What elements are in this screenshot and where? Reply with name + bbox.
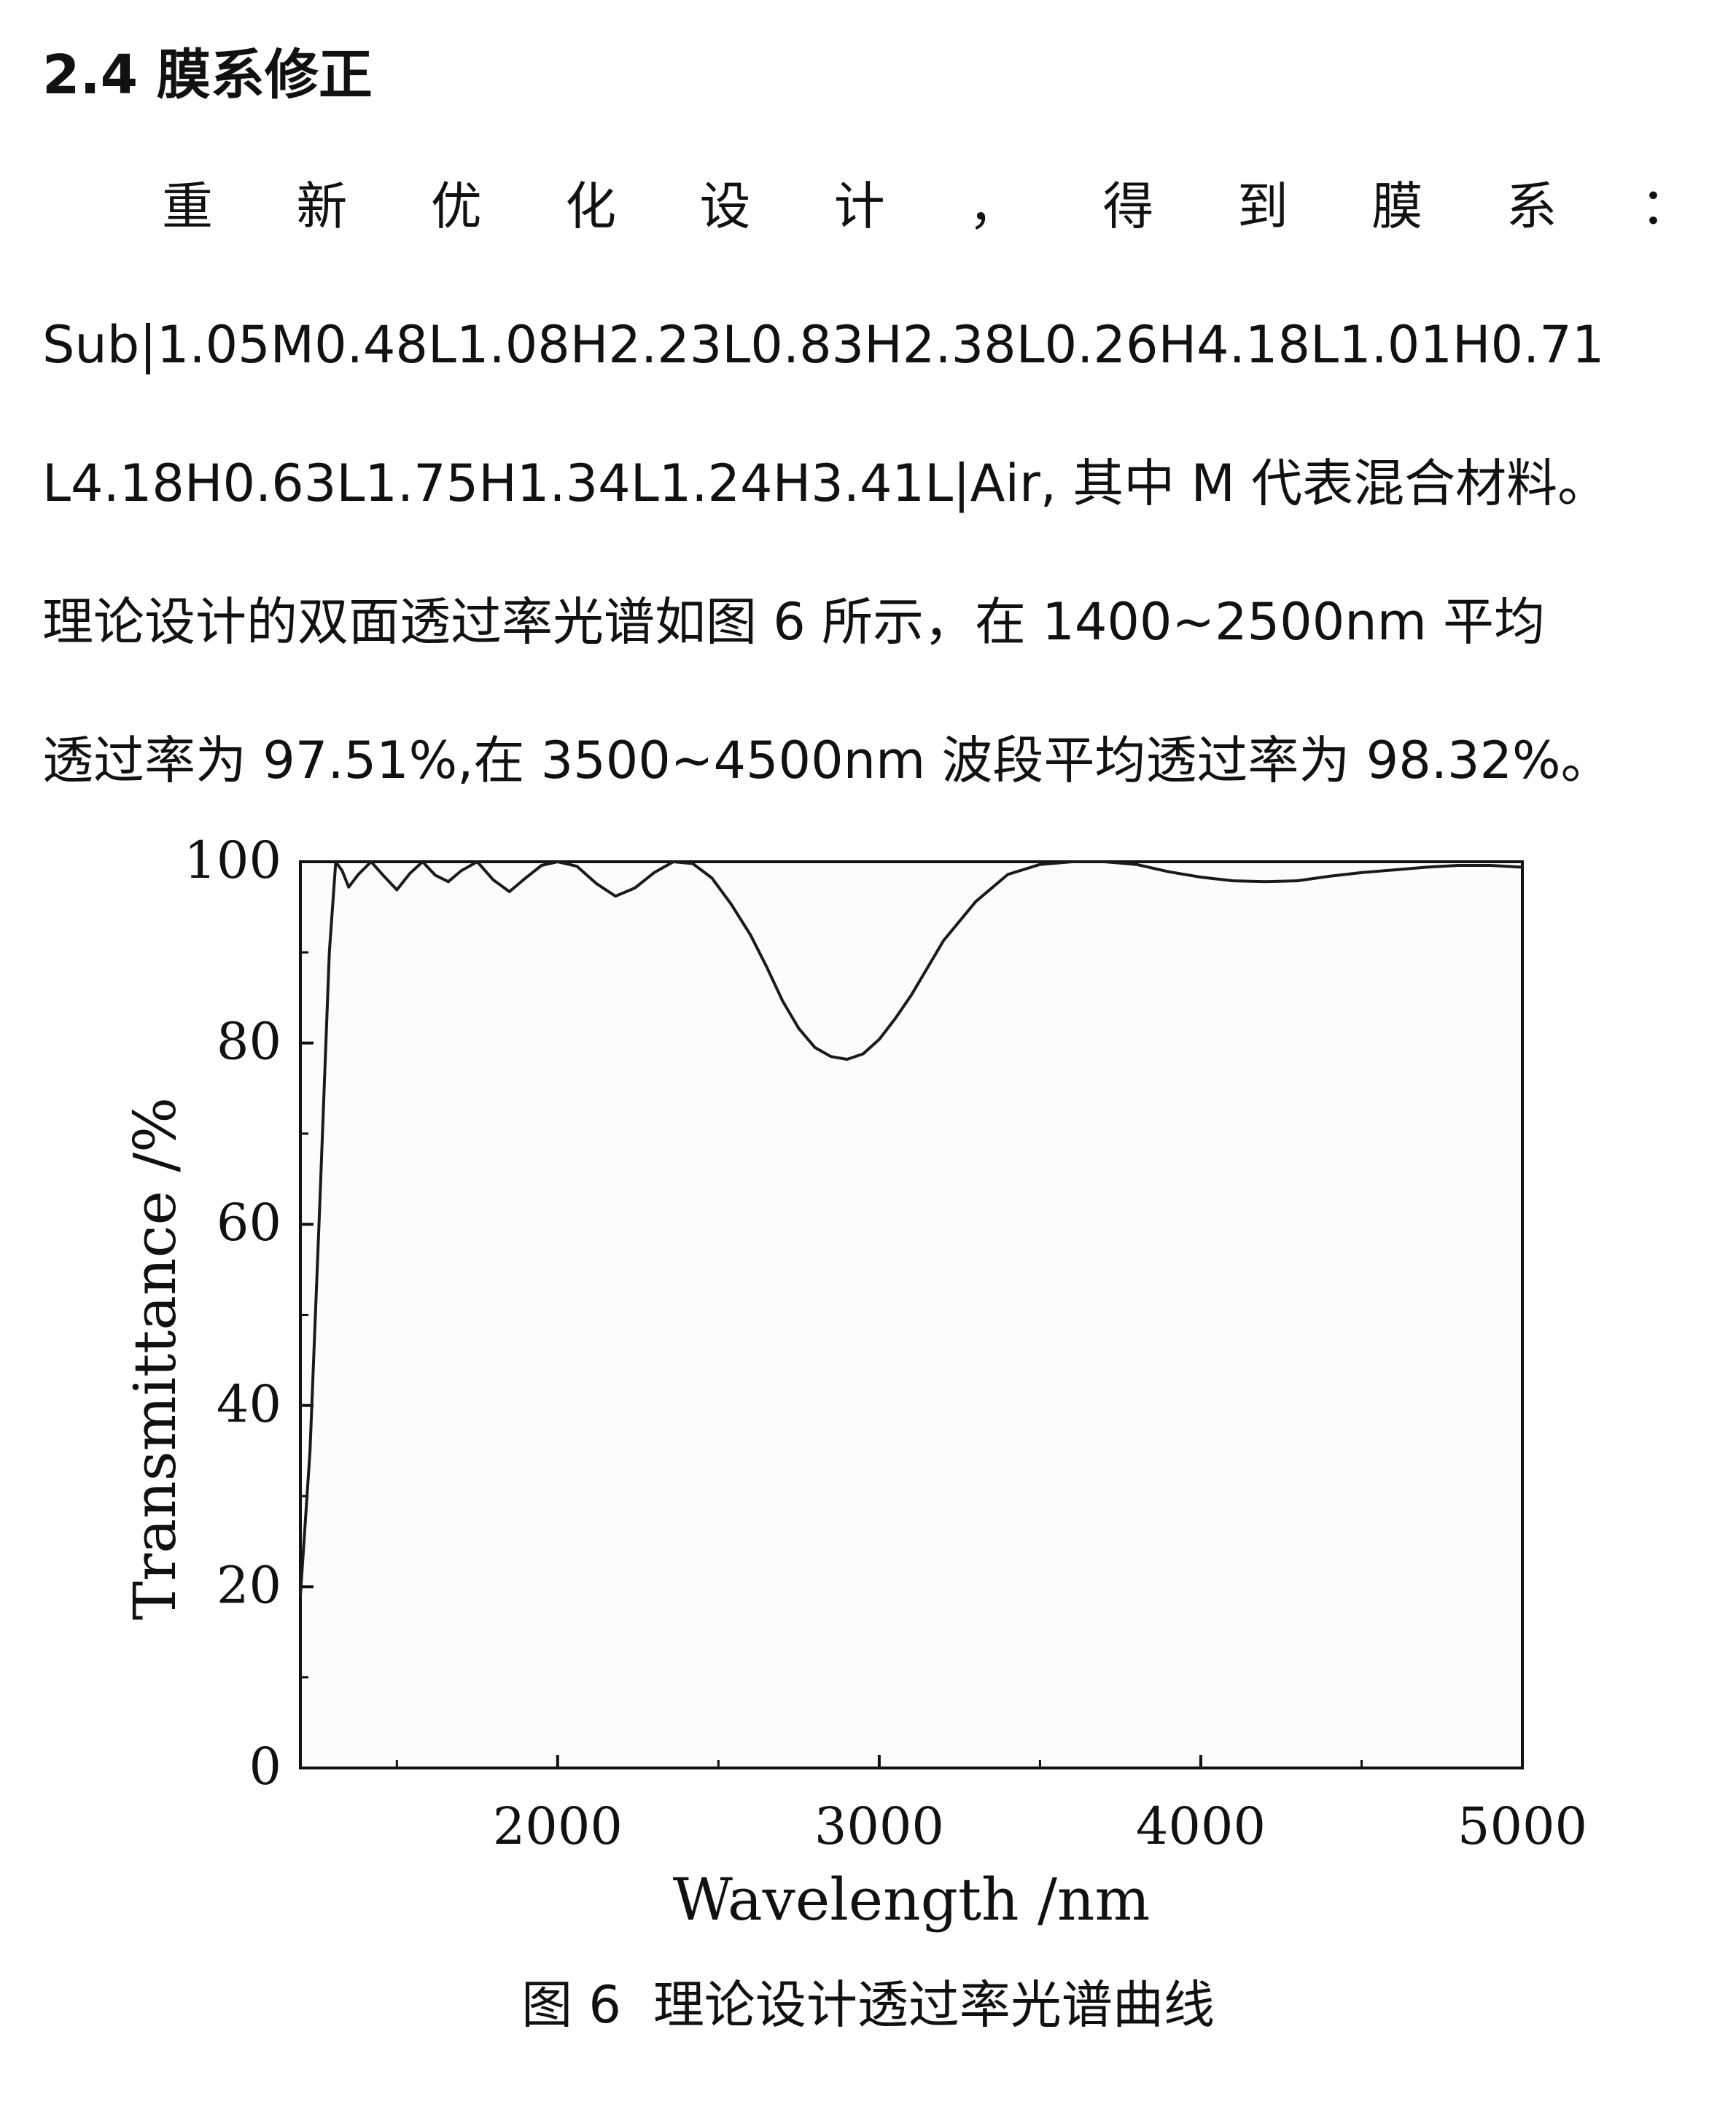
paragraph-line-5: 透过率为 97.51%,在 3500~4500nm 波段平均透过率为 98.32… [42, 731, 1612, 790]
paragraph-line-1-char: 重 [162, 176, 213, 236]
x-tick-label: 2000 [493, 1796, 623, 1856]
x-tick-label: 5000 [1457, 1796, 1587, 1856]
y-tick-label: 0 [249, 1737, 281, 1796]
y-tick-label: 40 [217, 1374, 281, 1434]
plot-frame [299, 860, 1524, 1769]
paragraph-line-2: Sub|1.05M0.48L1.08H2.23L0.83H2.38L0.26H4… [42, 315, 1605, 375]
paragraph-line-1-char: 化 [565, 176, 617, 236]
transmittance-chart: 0 20 40 60 80 100 2000 3000 4000 5000 Wavelength /… [121, 830, 1587, 1933]
paragraph-line-1-char: ， [968, 176, 1020, 236]
paragraph-line-4: 理论设计的双面透过率光谱如图 6 所示，在 1400~2500nm 平均 [42, 592, 1546, 652]
x-axis-label: Wavelength /nm [673, 1866, 1151, 1933]
paragraph-line-1-char: 膜 [1371, 176, 1423, 236]
section-heading: 2.4 膜系修正 [42, 44, 373, 106]
y-tick-label: 100 [184, 830, 281, 890]
y-tick-label: 80 [217, 1012, 281, 1072]
paragraph-line-1-char: 系 [1506, 176, 1557, 236]
y-tick-label: 60 [217, 1193, 281, 1253]
y-tick-label: 20 [217, 1555, 281, 1615]
paragraph-line-1-char: 优 [430, 176, 482, 236]
y-axis-label: Transmittance /% [121, 1097, 189, 1620]
paragraph-line-3: L4.18H0.63L1.75H1.34L1.24H3.41L|Air, 其中 … [42, 453, 1609, 513]
paragraph-line-1-char: 得 [1102, 176, 1154, 236]
figure-caption-label: 图 6 [521, 1975, 621, 2035]
x-tick-label: 4000 [1136, 1796, 1266, 1856]
paragraph-line-1: 重 新 优 化 设 计 ， 得 到 膜 系 ： [42, 166, 1692, 246]
paragraph-line-1-char: 新 [296, 176, 348, 236]
figure-caption-text: 理论设计透过率光谱曲线 [653, 1975, 1215, 2035]
x-tick-label: 3000 [814, 1796, 944, 1856]
figure-chart: 0 20 40 60 80 100 2000 3000 4000 5000 Wavelength /… [109, 820, 1626, 1936]
paragraph-line-1-char: ： [1640, 176, 1692, 236]
paragraph-line-1-char: 设 [699, 176, 751, 236]
transmittance-series-line [299, 860, 1523, 1596]
paragraph-line-1-char: 到 [1237, 176, 1288, 236]
paragraph-line-1-char: 计 [833, 176, 885, 236]
figure-caption: 图 6 理论设计透过率光谱曲线 [0, 1968, 1736, 2041]
